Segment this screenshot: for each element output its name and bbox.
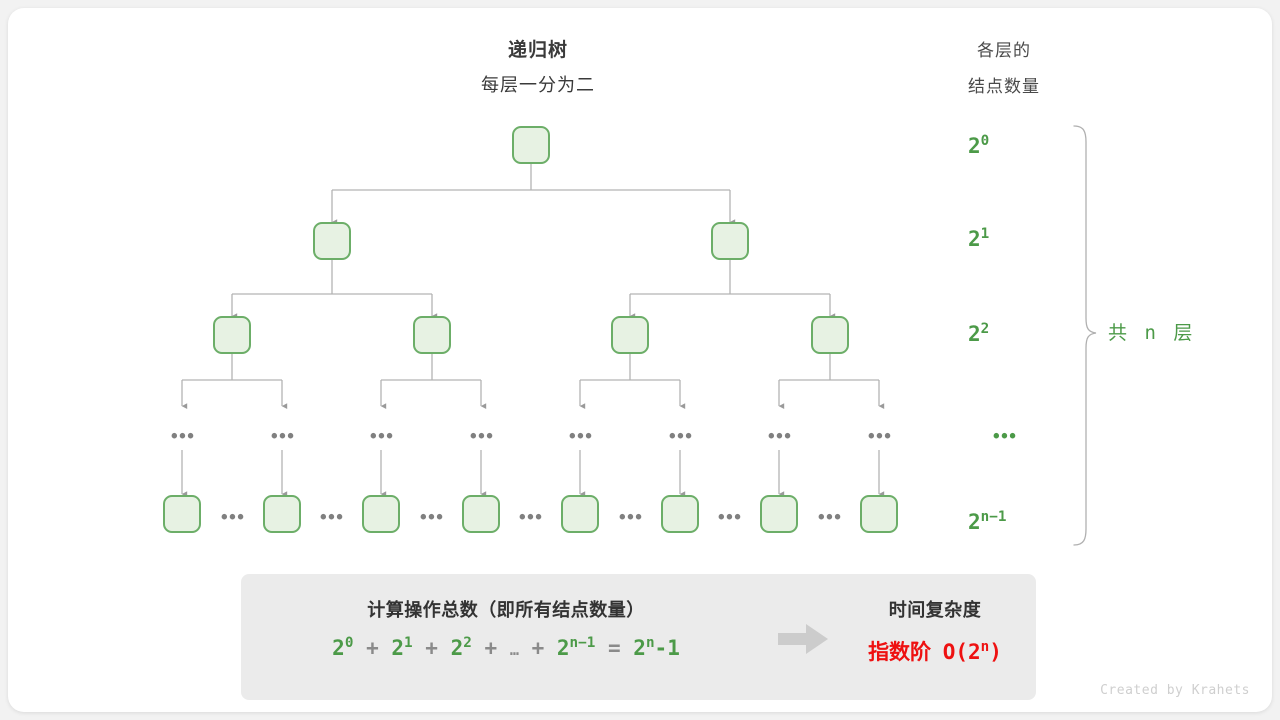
level-count-exp: 1 — [980, 226, 990, 242]
time-complexity-value: 指数阶 O(2n) — [837, 636, 1033, 666]
level-count-exp: 2 — [980, 321, 990, 337]
ellipsis-marker: ••• — [171, 426, 196, 447]
tree-node — [661, 495, 699, 533]
ellipsis-marker: ••• — [370, 426, 395, 447]
formula-plus: + — [484, 636, 498, 660]
tree-node — [811, 316, 849, 354]
level-count-exp: n−1 — [980, 509, 1007, 525]
formula-base: 2 — [633, 636, 646, 660]
operation-count-formula: 20 + 21 + 22 + … + 2n−1 = 2n-1 — [251, 636, 761, 660]
diagram-card: 递归树 每层一分为二 各层的 结点数量 — [8, 8, 1272, 712]
tree-node — [711, 222, 749, 260]
ellipsis-marker: ••• — [569, 426, 594, 447]
summary-left: 计算操作总数（即所有结点数量） 20 + 21 + 22 + … + 2n−1 … — [251, 596, 761, 660]
tree-node — [860, 495, 898, 533]
credit-text: Created by Krahets — [1100, 683, 1250, 698]
tree-node — [313, 222, 351, 260]
level-count-label-4: 2n−1 — [968, 510, 1006, 534]
summary-panel: 计算操作总数（即所有结点数量） 20 + 21 + 22 + … + 2n−1 … — [241, 574, 1036, 700]
page-subtitle: 每层一分为二 — [481, 75, 595, 95]
formula-exp: n−1 — [569, 635, 596, 651]
tree-node — [362, 495, 400, 533]
tree-node — [213, 316, 251, 354]
complexity-bigo: O(2n) — [943, 640, 1002, 664]
formula-plus: + — [531, 636, 545, 660]
tree-node — [611, 316, 649, 354]
ellipsis-marker: ••• — [619, 507, 644, 528]
formula-suffix: -1 — [654, 636, 680, 660]
complexity-bigo-open: O(2 — [942, 640, 981, 664]
formula-exp: 1 — [404, 635, 413, 651]
level-count-label-0: 20 — [968, 134, 989, 158]
level-count-base: 2 — [968, 322, 981, 346]
formula-equals: = — [607, 636, 621, 660]
arrow-right-icon — [776, 622, 832, 656]
complexity-bigo-exp: n — [980, 639, 990, 655]
formula-exp: n — [645, 635, 655, 651]
complexity-bigo-close: ) — [989, 640, 1002, 664]
ellipsis-marker: ••• — [221, 507, 246, 528]
formula-base: 2 — [332, 636, 345, 660]
tree-node — [512, 126, 550, 164]
ellipsis-marker: ••• — [271, 426, 296, 447]
tree-node — [462, 495, 500, 533]
formula-exp: 0 — [344, 635, 354, 651]
level-count-label-2: 22 — [968, 322, 989, 346]
level-count-exp: 0 — [980, 133, 990, 149]
node-count-header-line2: 结点数量 — [968, 77, 1040, 96]
formula-result: 2n-1 — [633, 636, 680, 660]
ellipsis-marker: ••• — [718, 507, 743, 528]
formula-exp: 2 — [463, 635, 472, 651]
ellipsis-marker: ••• — [768, 426, 793, 447]
tree-connectors — [181, 125, 1097, 546]
level-count-base: 2 — [968, 227, 981, 251]
ellipsis-marker: ••• — [868, 426, 893, 447]
tree-node — [561, 495, 599, 533]
tree-node — [413, 316, 451, 354]
formula-term-1: 21 — [391, 636, 412, 660]
summary-right: 时间复杂度 指数阶 O(2n) — [837, 596, 1033, 666]
ellipsis-marker: ••• — [420, 507, 445, 528]
formula-base: 2 — [450, 636, 464, 660]
page-title: 递归树 — [507, 40, 568, 61]
formula-plus: + — [425, 636, 438, 660]
formula-base: 2 — [556, 636, 570, 660]
ellipsis-marker: ••• — [470, 426, 495, 447]
formula-base: 2 — [391, 636, 405, 660]
node-count-header-line1: 各层的 — [977, 41, 1031, 60]
level-count-base: 2 — [968, 134, 981, 158]
ellipsis-marker: ••• — [818, 507, 843, 528]
formula-term-2: 22 — [451, 636, 472, 660]
ellipsis-marker: ••• — [669, 426, 694, 447]
tree-node — [263, 495, 301, 533]
total-levels-label: 共 n 层 — [1108, 322, 1196, 344]
formula-last-term: 2n−1 — [557, 636, 595, 660]
time-complexity-title: 时间复杂度 — [888, 600, 982, 620]
tree-node — [163, 495, 201, 533]
complexity-order-name: 指数阶 — [868, 641, 932, 664]
level-count-label-1: 21 — [968, 227, 989, 251]
level-count-label-3: ••• — [993, 426, 1018, 447]
ellipsis-marker: ••• — [320, 507, 345, 528]
ellipsis-marker: ••• — [519, 507, 544, 528]
tree-node — [760, 495, 798, 533]
formula-ellipsis: … — [509, 641, 519, 659]
formula-term-0: 20 — [332, 636, 353, 660]
formula-plus: + — [366, 636, 379, 660]
operation-count-title: 计算操作总数（即所有结点数量） — [367, 600, 645, 620]
level-count-base: 2 — [968, 510, 981, 534]
